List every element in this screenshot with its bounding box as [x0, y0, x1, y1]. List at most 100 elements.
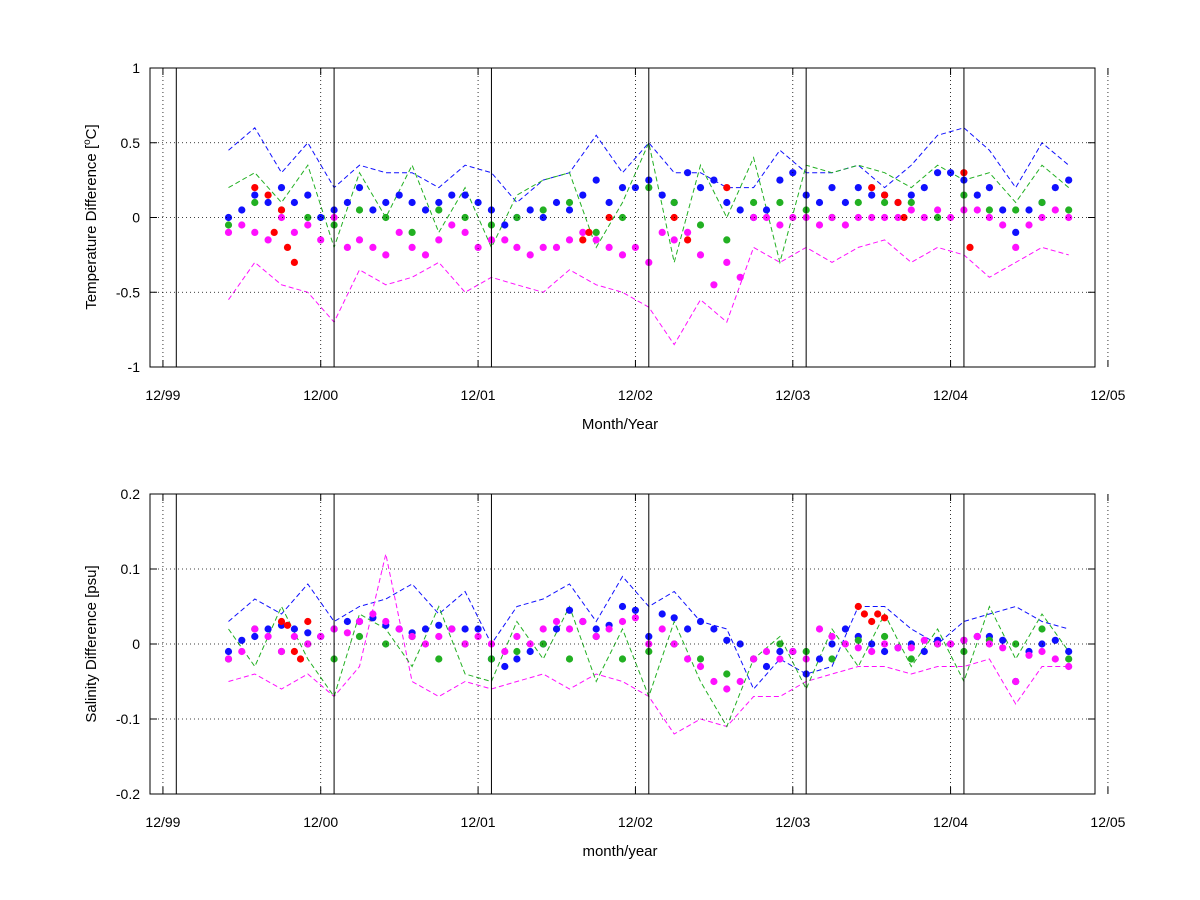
salinity-data-point — [565, 625, 574, 633]
salinity-data-point — [841, 640, 850, 648]
temperature-data-point — [526, 251, 534, 259]
temperature-data-point — [670, 198, 678, 207]
temperature-data-point — [985, 206, 994, 214]
temperature-data-point — [696, 221, 705, 229]
temperature-dashed-series-line — [228, 141, 1070, 265]
temperature-data-point — [934, 169, 942, 177]
salinity-data-point — [860, 610, 869, 618]
salinity-data-point — [1065, 662, 1073, 671]
temperature-data-point — [251, 198, 259, 207]
salinity-data-point — [828, 640, 836, 648]
salinity-data-point — [283, 621, 292, 629]
temperature-data-point — [369, 243, 377, 251]
salinity-data-point — [238, 647, 246, 656]
temperature-data-point — [881, 191, 889, 199]
salinity-data-point — [776, 647, 784, 656]
temperature-difference-plot: -1 -0.5 0 0.5 1 12/99 12/00 12/01 12/02 12/03 12/0… — [82, 60, 1126, 433]
salinity-data-point — [776, 640, 784, 648]
temperature-data-point — [789, 213, 797, 222]
salinity-data-point — [290, 625, 298, 633]
temperature-data-point — [605, 198, 613, 207]
salinity-data-point — [868, 617, 876, 626]
temperature-data-point — [973, 206, 981, 214]
temperature-data-point — [631, 243, 640, 251]
temperature-data-point — [696, 184, 705, 192]
temperature-data-point — [907, 191, 915, 199]
temperature-data-point — [670, 236, 678, 244]
temperature-data-point — [304, 191, 312, 199]
temperature-data-point — [750, 198, 758, 207]
salinity-data-point — [238, 636, 246, 644]
temperature-data-point — [1025, 221, 1033, 229]
salinity-data-point — [290, 647, 298, 656]
temperature-data-point — [696, 251, 705, 259]
temperature-data-point — [277, 213, 286, 222]
salinity-data-point — [815, 625, 824, 633]
salinity-x-tick-label: 12/01 — [461, 814, 496, 830]
temperature-data-point — [317, 236, 325, 244]
salinity-grid — [150, 494, 1109, 794]
temperature-data-point — [461, 228, 469, 236]
salinity-data-point — [304, 617, 312, 626]
salinity-x-tick-label: 12/00 — [303, 814, 338, 830]
temperature-data-point — [920, 184, 928, 192]
temperature-data-point — [382, 198, 390, 207]
temperature-data-point — [815, 221, 824, 229]
salinity-data-point — [1025, 651, 1033, 659]
salinity-data-point — [789, 647, 797, 656]
temperature-data-point — [355, 206, 364, 214]
salinity-data-point — [618, 602, 627, 611]
salinity-data-point — [1038, 647, 1046, 656]
temperature-y-tick-label: 1 — [132, 60, 140, 76]
salinity-data-point — [696, 662, 705, 671]
temperature-data-point — [408, 228, 416, 236]
salinity-data-point — [435, 621, 443, 629]
temperature-data-point — [461, 191, 469, 199]
salinity-data-point — [881, 632, 889, 641]
temperature-data-point — [435, 206, 443, 214]
temperature-data-point — [435, 236, 443, 244]
salinity-data-point — [343, 629, 351, 637]
temperature-data-point — [585, 228, 593, 236]
salinity-data-point — [854, 602, 862, 611]
salinity-data-point — [526, 647, 534, 656]
temperature-data-point — [382, 251, 390, 259]
salinity-data-point — [304, 629, 312, 637]
salinity-data-point — [999, 644, 1007, 652]
temperature-data-point — [1038, 198, 1046, 207]
salinity-data-point — [723, 685, 731, 693]
salinity-data-point — [736, 677, 744, 686]
salinity-data-point — [881, 647, 889, 656]
temperature-x-tick-label: 12/04 — [933, 387, 968, 403]
temperature-y-tick-label: 0.5 — [121, 135, 141, 151]
salinity-data-point — [355, 632, 364, 641]
temperature-data-point — [277, 206, 286, 214]
temperature-data-point — [985, 184, 994, 192]
salinity-x-tick-label: 12/03 — [775, 814, 810, 830]
temperature-data-point — [999, 206, 1007, 214]
temperature-data-point — [224, 221, 233, 229]
temperature-data-point — [317, 213, 325, 222]
salinity-data-point — [317, 632, 325, 641]
temperature-data-point — [966, 243, 974, 251]
salinity-data-point — [592, 625, 600, 633]
temperature-data-point — [605, 243, 613, 251]
temperature-data-point — [934, 206, 942, 214]
temperature-data-point — [900, 213, 908, 222]
salinity-data-point — [973, 632, 981, 641]
temperature-data-point — [618, 251, 627, 259]
salinity-data-point — [631, 614, 640, 622]
temperature-data-point — [435, 198, 443, 207]
salinity-data-point — [907, 644, 915, 652]
temperature-data-point — [710, 176, 718, 184]
temperature-data-point — [907, 206, 915, 214]
temperature-data-point — [605, 213, 613, 222]
temperature-data-point — [1012, 243, 1020, 251]
salinity-data-point — [920, 647, 928, 656]
temperature-data-point — [552, 243, 561, 251]
temperature-y-axis-title: Temperature Difference [oC] — [82, 124, 100, 309]
temperature-data-point — [684, 169, 692, 177]
salinity-data-point — [684, 625, 692, 633]
